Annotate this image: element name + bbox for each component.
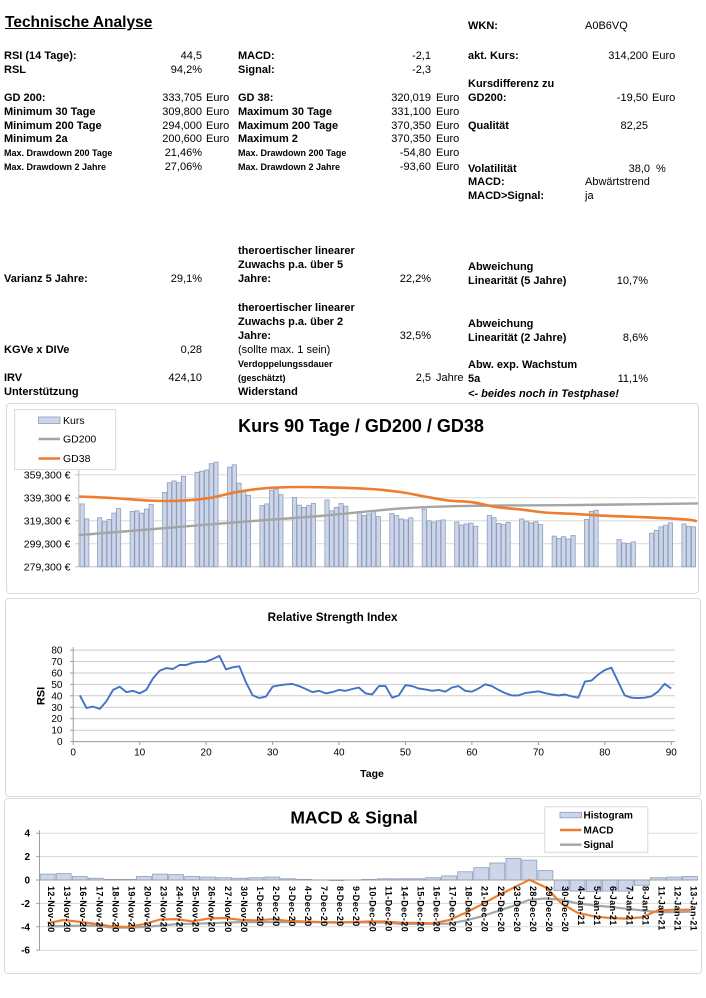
- svg-text:13-Jan-21: 13-Jan-21: [689, 886, 699, 931]
- svg-text:0: 0: [70, 748, 76, 759]
- svg-text:10: 10: [134, 748, 146, 759]
- svg-text:23-Dec-20: 23-Dec-20: [512, 886, 522, 932]
- svg-text:25-Nov-20: 25-Nov-20: [191, 886, 201, 933]
- svg-text:20: 20: [201, 748, 213, 759]
- svg-text:GD38: GD38: [63, 453, 91, 465]
- svg-text:4-Jan-21: 4-Jan-21: [576, 886, 586, 926]
- svg-text:319,300 €: 319,300 €: [24, 516, 71, 528]
- svg-text:90: 90: [666, 748, 678, 759]
- svg-text:30-Nov-20: 30-Nov-20: [239, 886, 249, 933]
- svg-text:Kurs: Kurs: [63, 415, 85, 427]
- svg-text:20: 20: [51, 714, 63, 725]
- svg-text:26-Nov-20: 26-Nov-20: [207, 886, 217, 933]
- svg-text:8-Jan-21: 8-Jan-21: [640, 886, 650, 926]
- svg-text:-6: -6: [21, 946, 30, 957]
- svg-text:12-Jan-21: 12-Jan-21: [672, 886, 682, 931]
- svg-text:16-Dec-20: 16-Dec-20: [432, 886, 442, 932]
- svg-text:22-Dec-20: 22-Dec-20: [496, 886, 506, 932]
- svg-text:60: 60: [466, 748, 478, 759]
- svg-text:4: 4: [24, 829, 30, 840]
- svg-text:299,300 €: 299,300 €: [24, 539, 71, 551]
- svg-text:18-Dec-20: 18-Dec-20: [464, 886, 474, 932]
- svg-text:0: 0: [24, 876, 30, 887]
- svg-text:7-Jan-21: 7-Jan-21: [624, 886, 634, 926]
- svg-text:17-Dec-20: 17-Dec-20: [448, 886, 458, 932]
- svg-text:0: 0: [57, 737, 63, 748]
- svg-text:4-Dec-20: 4-Dec-20: [303, 886, 313, 927]
- svg-text:19-Nov-20: 19-Nov-20: [126, 886, 136, 933]
- svg-text:24-Nov-20: 24-Nov-20: [175, 886, 185, 933]
- svg-text:5-Jan-21: 5-Jan-21: [592, 886, 602, 926]
- svg-text:Tage: Tage: [360, 768, 384, 780]
- svg-text:15-Dec-20: 15-Dec-20: [416, 886, 426, 932]
- svg-text:20-Nov-20: 20-Nov-20: [143, 886, 153, 933]
- svg-text:30: 30: [267, 748, 279, 759]
- svg-text:12-Nov-20: 12-Nov-20: [46, 886, 56, 933]
- svg-text:-4: -4: [21, 922, 30, 933]
- svg-text:40: 40: [333, 748, 345, 759]
- svg-text:29-Dec-20: 29-Dec-20: [544, 886, 554, 932]
- svg-text:80: 80: [51, 646, 63, 657]
- svg-text:50: 50: [51, 680, 63, 691]
- svg-text:Histogram: Histogram: [584, 811, 634, 822]
- svg-text:6-Jan-21: 6-Jan-21: [608, 886, 618, 926]
- svg-text:30-Dec-20: 30-Dec-20: [560, 886, 570, 932]
- svg-text:50: 50: [400, 748, 412, 759]
- svg-text:14-Dec-20: 14-Dec-20: [399, 886, 409, 932]
- svg-text:MACD: MACD: [584, 826, 614, 837]
- svg-text:Relative Strength Index: Relative Strength Index: [268, 611, 398, 624]
- svg-text:1-Dec-20: 1-Dec-20: [255, 886, 265, 927]
- svg-text:MACD & Signal: MACD & Signal: [290, 808, 417, 828]
- svg-text:2-Dec-20: 2-Dec-20: [271, 886, 281, 927]
- svg-text:11-Dec-20: 11-Dec-20: [383, 886, 393, 932]
- svg-text:16-Nov-20: 16-Nov-20: [78, 886, 88, 933]
- svg-text:2: 2: [24, 852, 30, 863]
- svg-text:RSI: RSI: [36, 687, 48, 705]
- svg-text:60: 60: [51, 669, 63, 680]
- svg-text:18-Nov-20: 18-Nov-20: [110, 886, 120, 933]
- svg-text:80: 80: [599, 748, 611, 759]
- svg-text:3-Dec-20: 3-Dec-20: [287, 886, 297, 927]
- svg-text:-2: -2: [21, 899, 30, 910]
- svg-text:GD200: GD200: [63, 434, 96, 446]
- svg-text:28-Dec-20: 28-Dec-20: [528, 886, 538, 932]
- svg-text:10: 10: [51, 726, 63, 737]
- svg-text:27-Nov-20: 27-Nov-20: [223, 886, 233, 933]
- svg-text:40: 40: [51, 691, 63, 702]
- svg-text:30: 30: [51, 703, 63, 714]
- svg-text:10-Dec-20: 10-Dec-20: [367, 886, 377, 932]
- svg-text:Signal: Signal: [584, 840, 614, 851]
- svg-text:13-Nov-20: 13-Nov-20: [62, 886, 72, 933]
- svg-text:17-Nov-20: 17-Nov-20: [94, 886, 104, 933]
- svg-text:8-Dec-20: 8-Dec-20: [335, 886, 345, 927]
- svg-text:9-Dec-20: 9-Dec-20: [351, 886, 361, 927]
- svg-text:Kurs 90 Tage / GD200 / GD38: Kurs 90 Tage / GD200 / GD38: [238, 416, 484, 436]
- svg-text:11-Jan-21: 11-Jan-21: [656, 886, 666, 931]
- svg-text:7-Dec-20: 7-Dec-20: [319, 886, 329, 927]
- svg-text:359,300 €: 359,300 €: [24, 470, 71, 482]
- svg-text:279,300 €: 279,300 €: [24, 562, 71, 574]
- svg-text:23-Nov-20: 23-Nov-20: [159, 886, 169, 933]
- svg-text:339,300 €: 339,300 €: [24, 493, 71, 505]
- svg-text:70: 70: [533, 748, 545, 759]
- svg-text:21-Dec-20: 21-Dec-20: [480, 886, 490, 932]
- svg-text:70: 70: [51, 657, 63, 668]
